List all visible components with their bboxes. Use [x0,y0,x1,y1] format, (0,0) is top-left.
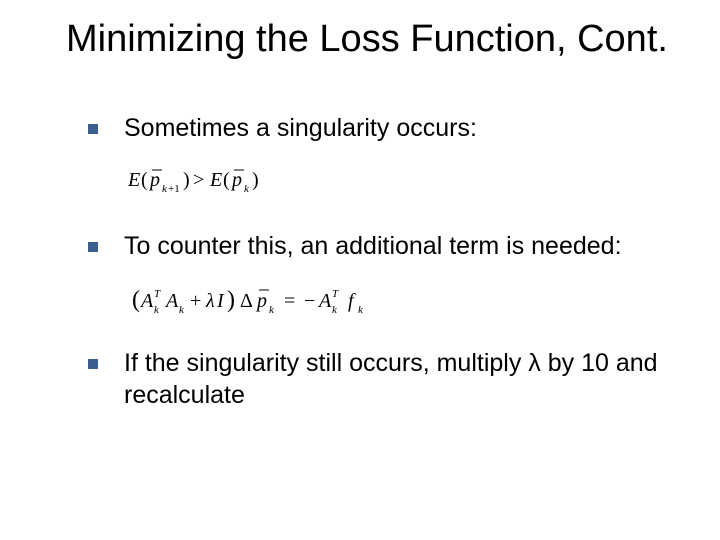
svg-text:>: > [193,169,204,191]
svg-text:A: A [139,290,154,312]
bullet-text: Sometimes a singularity occurs: [124,114,477,142]
svg-text:k: k [358,304,364,316]
page-title: Minimizing the Loss Function, Cont. [66,18,670,62]
list-item: To counter this, an additional term is n… [88,230,670,263]
svg-text:+1: +1 [168,183,180,195]
svg-text:k: k [179,304,185,316]
slide: Minimizing the Loss Function, Cont. Some… [0,0,720,540]
list-item: Sometimes a singularity occurs: [88,112,670,145]
formula-damped-normal-equations: ( A T k A k + λ I ) Δ p k = − A [132,285,670,319]
bullet-list: Sometimes a singularity occurs: E ( p k … [88,112,670,412]
svg-text:λ: λ [205,290,215,312]
svg-text:k: k [332,304,338,316]
svg-text:A: A [164,290,179,312]
svg-text:p: p [255,290,267,312]
svg-text:p: p [230,169,242,191]
svg-text:Δ: Δ [240,290,253,312]
list-item: If the singularity still occurs, multipl… [88,347,670,412]
svg-text:f: f [348,290,356,312]
svg-text:−: − [304,290,315,312]
formula-singularity-condition: E ( p k +1 ) > E ( p k ) [128,166,670,196]
svg-text:T: T [154,288,161,300]
bullet-text: To counter this, an additional term is n… [124,232,622,260]
svg-text:): ) [227,287,235,313]
svg-text:(: ( [223,169,230,191]
svg-text:A: A [317,290,332,312]
svg-text:k: k [154,304,160,316]
svg-text:k: k [269,304,275,316]
bullet-text: If the singularity still occurs, multipl… [124,349,658,410]
svg-text:=: = [284,290,295,312]
svg-text:): ) [183,169,190,191]
svg-text:T: T [332,288,339,300]
svg-text:k: k [244,183,250,195]
svg-text:+: + [190,290,201,312]
svg-text:E: E [209,169,222,191]
svg-text:I: I [216,290,225,312]
svg-text:p: p [148,169,160,191]
svg-text:): ) [252,169,259,191]
svg-text:(: ( [141,169,148,191]
svg-text:E: E [128,169,140,191]
svg-text:(: ( [132,287,140,313]
